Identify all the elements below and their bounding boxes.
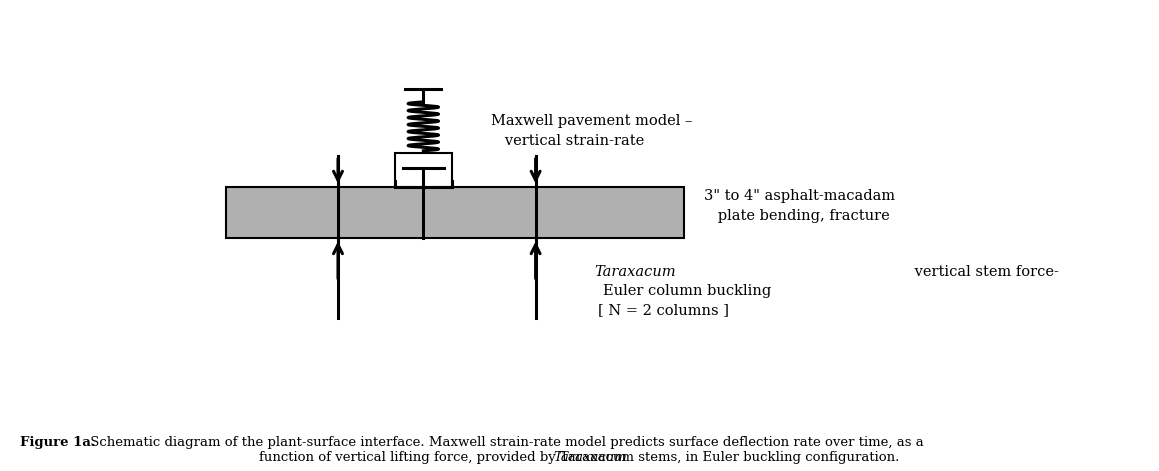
Text: vertical stem force-: vertical stem force-	[910, 265, 1058, 279]
Text: Figure 1a.: Figure 1a.	[20, 436, 95, 449]
Text: [ N = 2 columns ]: [ N = 2 columns ]	[598, 303, 729, 317]
Bar	[394, 153, 452, 187]
Bar	[226, 187, 684, 238]
Text: function of vertical lifting force, provided by Taraxacum stems, in Euler buckli: function of vertical lifting force, prov…	[260, 451, 899, 464]
Text: Maxwell pavement model –
   vertical strain-rate: Maxwell pavement model – vertical strain…	[490, 114, 692, 148]
Text: Taraxacum: Taraxacum	[553, 451, 627, 464]
Text: Euler column buckling: Euler column buckling	[603, 284, 771, 298]
Text: Taraxacum: Taraxacum	[595, 265, 676, 279]
Text: Schematic diagram of the plant-surface interface. Maxwell strain-rate model pred: Schematic diagram of the plant-surface i…	[86, 436, 924, 449]
Text: 3" to 4" asphalt-macadam
   plate bending, fracture: 3" to 4" asphalt-macadam plate bending, …	[704, 189, 895, 223]
